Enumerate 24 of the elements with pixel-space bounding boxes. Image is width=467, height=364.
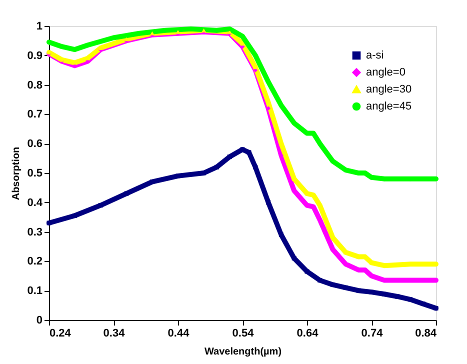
legend-label: a-si [366,50,384,62]
y-tick-label: 0.9 [27,50,42,62]
y-tick-label: 0.5 [27,168,42,180]
legend-label: angle=30 [366,84,412,96]
x-axis-title: Wavelength(µm) [204,346,282,358]
x-tick-label: 0.44 [168,328,190,340]
legend-label: angle=0 [366,66,406,78]
y-tick-label: 1 [36,20,42,32]
x-tick-label: 0.54 [232,328,255,340]
y-tick-label: 0.7 [27,108,42,121]
y-tick-label: 0.8 [27,79,42,92]
y-tick-label: 0.6 [27,138,42,150]
x-tick-label: 0.34 [103,328,126,340]
y-tick-label: 0.4 [27,196,44,209]
y-tick-label: 0.1 [27,285,42,298]
x-tick-label: 0.24 [50,328,72,340]
y-axis-title: Absorption [11,146,22,200]
legend-label: angle=45 [366,100,412,112]
x-tick-label: 0.74 [361,328,384,340]
y-tick-label: 0.2 [27,256,42,268]
x-tick-label: 0.84 [415,328,438,340]
x-tick-label: 0.64 [296,328,320,340]
y-tick-label: 0.3 [27,226,42,238]
y-tick-label: 0 [36,314,42,326]
